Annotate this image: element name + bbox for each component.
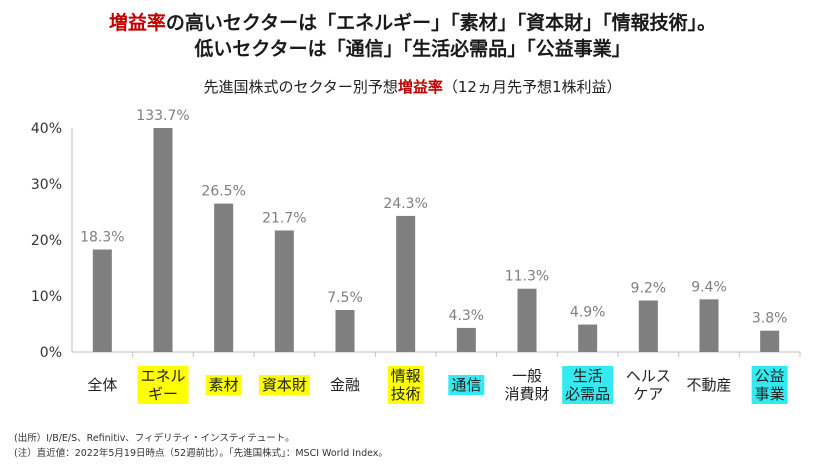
category-highlight bbox=[562, 366, 614, 404]
y-tick-label: 30% bbox=[31, 177, 62, 193]
data-label: 133.7% bbox=[136, 108, 189, 124]
category-highlight bbox=[387, 366, 424, 404]
category-label: 通信 bbox=[451, 376, 481, 394]
data-label: 18.3% bbox=[80, 230, 124, 246]
y-tick-label: 20% bbox=[31, 233, 62, 249]
chart-title-suffix: （12ヵ月先予想1株利益） bbox=[442, 78, 622, 96]
category-label: エネル bbox=[140, 367, 185, 385]
data-label: 24.3% bbox=[383, 196, 427, 212]
chart-title: 先進国株式のセクター別予想増益率（12ヵ月先予想1株利益） bbox=[0, 76, 825, 97]
headline-line-1-text: の高いセクターは「エネルギー」「素材」「資本財」「情報技術」。 bbox=[165, 12, 717, 34]
bar bbox=[274, 230, 294, 352]
y-tick-label: 10% bbox=[31, 289, 62, 305]
category-highlight bbox=[258, 375, 310, 395]
bar bbox=[517, 288, 537, 352]
bar bbox=[638, 300, 658, 352]
data-label: 21.7% bbox=[262, 210, 306, 226]
bar bbox=[578, 324, 598, 352]
bar bbox=[214, 203, 234, 352]
chart-title-prefix: 先進国株式のセクター別予想 bbox=[203, 78, 398, 96]
category-label: 資本財 bbox=[262, 376, 307, 394]
chart-title-highlight: 増益率 bbox=[397, 78, 443, 96]
category-label: 必需品 bbox=[565, 385, 610, 403]
data-label: 4.3% bbox=[449, 308, 485, 324]
data-label: 7.5% bbox=[327, 290, 363, 306]
source-note: (出所）I/B/E/S、Refinitiv、フィデリティ・インスティテュート。 bbox=[14, 433, 295, 444]
category-label: 技術 bbox=[391, 385, 421, 403]
category-highlight bbox=[751, 366, 788, 404]
category-label: ケア bbox=[633, 385, 663, 403]
category-label: 全体 bbox=[87, 376, 117, 394]
headline-highlight: 増益率 bbox=[108, 12, 166, 34]
category-label: 公益 bbox=[755, 367, 785, 385]
footnote: (注）直近値：2022年5月19日時点（52週前比）。「先進国株式」：MSCI … bbox=[14, 448, 388, 459]
y-tick-label: 0% bbox=[40, 345, 62, 361]
category-label: 消費財 bbox=[504, 385, 549, 403]
y-tick-label: 40% bbox=[31, 121, 62, 137]
data-label: 9.2% bbox=[631, 280, 667, 296]
data-label: 3.8% bbox=[752, 311, 788, 327]
headline-line-2: 低いセクターは「通信」「生活必需品」「公益事業」 bbox=[194, 38, 631, 60]
category-label: 不動産 bbox=[686, 376, 731, 394]
bar bbox=[335, 310, 355, 352]
bar bbox=[699, 299, 719, 352]
data-label: 4.9% bbox=[570, 305, 606, 321]
bar bbox=[92, 249, 112, 352]
category-label: ギー bbox=[148, 385, 178, 403]
headline-line-1: 増益率の高いセクターは「エネルギー」「素材」「資本財」「情報技術」。 bbox=[0, 8, 825, 35]
bar bbox=[456, 327, 476, 352]
data-label: 11.3% bbox=[505, 269, 549, 285]
category-label: 生活 bbox=[573, 367, 603, 385]
data-label: 26.5% bbox=[201, 184, 245, 200]
category-highlight bbox=[448, 375, 485, 395]
category-highlight bbox=[137, 366, 189, 404]
category-label: 事業 bbox=[755, 385, 785, 403]
category-highlight bbox=[205, 375, 242, 395]
category-label: ヘルス bbox=[626, 367, 671, 385]
bar bbox=[760, 330, 780, 352]
bar bbox=[153, 128, 173, 352]
data-label: 9.4% bbox=[691, 279, 727, 295]
category-label: 金融 bbox=[330, 376, 360, 394]
bar bbox=[396, 215, 416, 352]
category-label: 情報 bbox=[391, 367, 421, 385]
category-label: 素材 bbox=[209, 376, 239, 394]
category-label: 一般 bbox=[512, 367, 542, 385]
